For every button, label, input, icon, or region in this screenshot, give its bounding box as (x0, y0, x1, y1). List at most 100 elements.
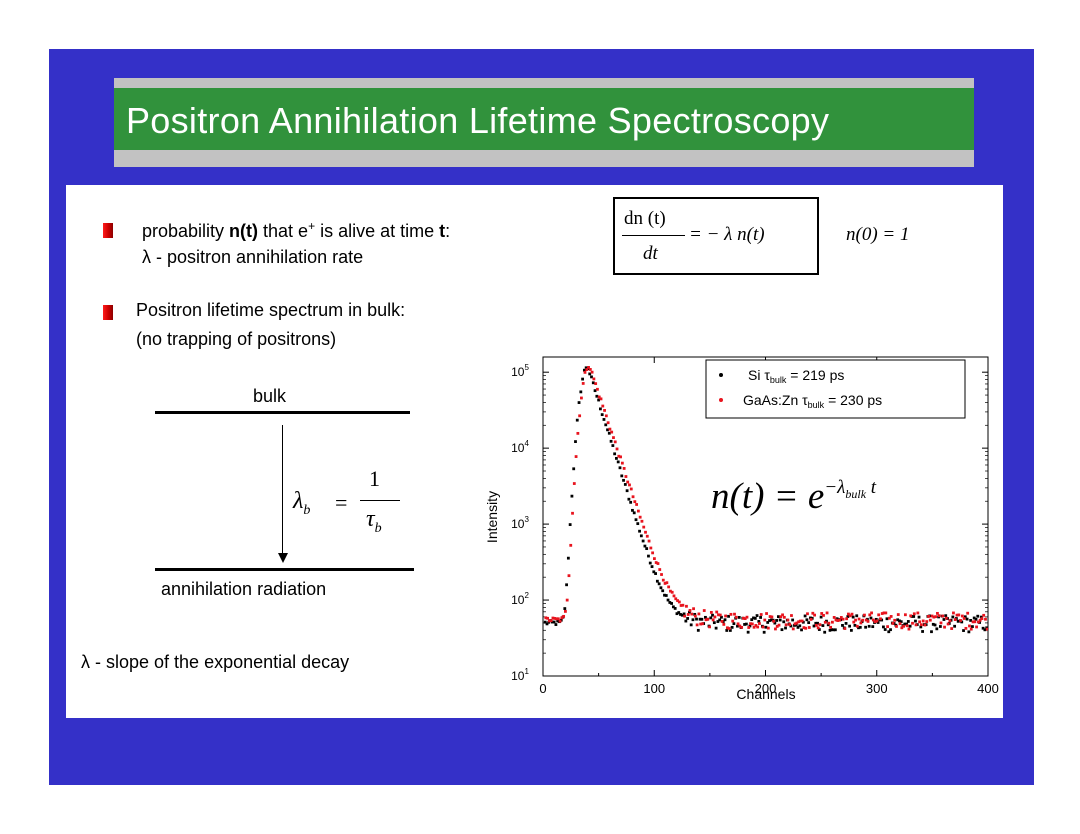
si-point (821, 624, 825, 627)
gaas-point (877, 613, 881, 617)
gaas-point (715, 610, 719, 614)
si-point (599, 407, 602, 411)
gaas-point (720, 620, 724, 623)
si-point (885, 617, 889, 621)
si-point (712, 621, 716, 625)
gaas-point (793, 622, 797, 626)
gaas-point (820, 612, 824, 615)
si-point (720, 615, 723, 619)
gaas-point (966, 611, 970, 615)
gaas-point (795, 621, 799, 625)
si-point (871, 625, 875, 629)
gaas-point (556, 617, 560, 621)
si-point (591, 381, 595, 385)
gaas-point (660, 573, 663, 576)
gaas-point (727, 627, 731, 630)
gaas-point (654, 561, 658, 564)
si-point (908, 624, 912, 628)
gaas-point (724, 614, 728, 618)
gaas-point (592, 377, 596, 381)
gaas-point (916, 611, 920, 615)
bullet-marker-2 (103, 305, 113, 320)
legend-value: = 219 ps (786, 367, 844, 383)
gaas-point (868, 613, 872, 617)
gaas-point (893, 618, 897, 622)
gaas-point (804, 626, 808, 630)
gaas-point (558, 619, 562, 623)
gaas-point (642, 525, 646, 529)
bullet-1-post: : (445, 221, 451, 241)
si-point (620, 474, 624, 478)
si-point (777, 615, 780, 619)
gaas-point (946, 622, 950, 626)
si-point (597, 398, 601, 402)
lambda-equals: = (335, 490, 348, 515)
gaas-point (633, 500, 637, 504)
gaas-point (574, 455, 578, 458)
gaas-point (754, 624, 758, 627)
gaas-point (902, 624, 906, 628)
gaas-point (797, 620, 800, 624)
si-point (759, 616, 763, 619)
si-point (848, 624, 852, 628)
gaas-point (775, 624, 779, 628)
si-point (748, 624, 752, 628)
si-point (568, 523, 572, 526)
si-point (629, 500, 633, 504)
si-point (695, 617, 698, 621)
gaas-point (816, 626, 820, 630)
si-point (645, 547, 649, 551)
gaas-point (763, 618, 767, 622)
si-point (905, 622, 908, 626)
si-point (565, 583, 568, 587)
gaas-point (572, 482, 576, 485)
si-point (960, 620, 964, 624)
si-point (689, 623, 693, 627)
si-point (844, 621, 848, 625)
si-point (753, 616, 757, 620)
gaas-point (788, 623, 792, 626)
gaas-point (791, 627, 795, 631)
si-point (686, 617, 690, 620)
si-point (709, 616, 713, 620)
si-point (704, 615, 707, 619)
bullet-1-bold-nt: n(t) (229, 221, 259, 241)
si-point (849, 628, 853, 632)
si-point (971, 625, 974, 629)
si-point (864, 625, 868, 629)
legend-series-name: Si τ (748, 367, 770, 383)
si-point (746, 630, 750, 634)
legend-entry-si: Si τbulk = 219 ps (748, 367, 844, 385)
si-point (778, 618, 782, 622)
gaas-point (596, 387, 599, 391)
gaas-point (829, 625, 833, 629)
gaas-point (674, 597, 678, 601)
gaas-point (653, 557, 656, 561)
si-point (912, 615, 916, 618)
tau-subscript: b (374, 520, 382, 536)
gaas-point (690, 612, 694, 616)
gaas-point (585, 368, 589, 371)
si-point (981, 626, 985, 630)
gaas-point (939, 621, 943, 625)
gaas-point (889, 615, 893, 618)
gaas-point (697, 612, 701, 616)
gaas-point (688, 609, 692, 612)
x-tick-label: 200 (755, 681, 777, 696)
data-points (543, 366, 988, 634)
si-point (780, 628, 784, 632)
gaas-point (875, 619, 879, 623)
si-point (782, 620, 786, 624)
si-point (661, 589, 665, 593)
gaas-point (807, 626, 811, 629)
si-point (969, 619, 973, 622)
gaas-point (936, 611, 939, 615)
gaas-point (761, 625, 765, 629)
si-point (768, 619, 771, 622)
gaas-point (806, 612, 809, 616)
gaas-point (733, 612, 736, 616)
gaas-point (608, 427, 612, 431)
gaas-point (950, 627, 954, 630)
title-frame-top (114, 78, 974, 88)
gaas-point (685, 604, 688, 608)
